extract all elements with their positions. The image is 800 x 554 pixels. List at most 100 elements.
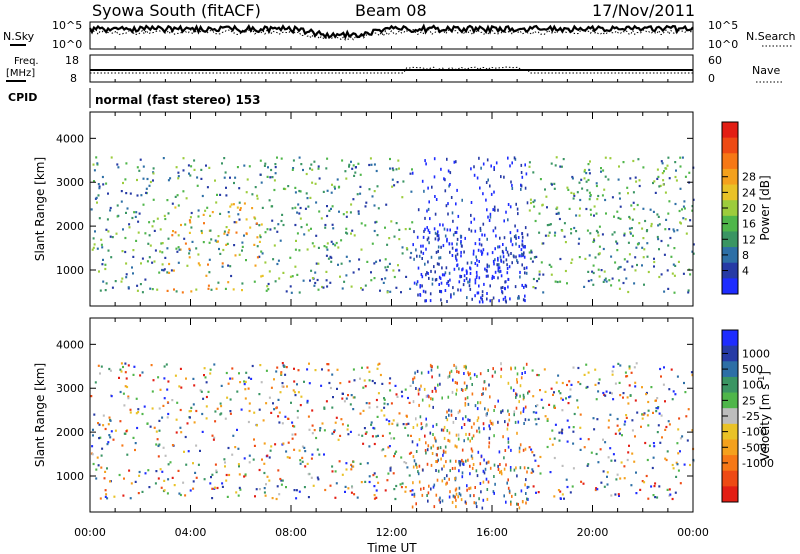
range-cell (587, 438, 590, 441)
range-cell (439, 289, 441, 293)
range-cell (221, 482, 224, 485)
range-cell (590, 279, 593, 282)
range-cell (430, 269, 432, 273)
range-cell (475, 270, 478, 274)
range-cell (484, 467, 487, 471)
range-cell (519, 384, 522, 388)
range-cell (448, 439, 451, 443)
range-cell (286, 385, 288, 388)
range-cell (549, 223, 552, 226)
velocity-label-main: Velocity [m s (758, 384, 772, 461)
range-cell (499, 463, 501, 466)
range-cell (355, 166, 357, 169)
range-cell (243, 383, 246, 386)
range-cell (456, 242, 458, 246)
range-cell (452, 233, 455, 237)
range-cell (290, 401, 292, 404)
range-cell (207, 287, 210, 290)
range-cell (184, 494, 187, 497)
range-cell (266, 175, 269, 178)
range-cell (476, 407, 479, 411)
range-cell (229, 412, 232, 415)
range-cell (639, 488, 642, 491)
range-cell (573, 194, 576, 197)
range-cell (147, 469, 150, 472)
range-cell (201, 430, 204, 433)
range-cell (433, 175, 436, 179)
range-cell (221, 262, 224, 265)
range-cell (434, 278, 437, 282)
range-cell (498, 245, 501, 249)
range-cell (180, 223, 182, 227)
range-cell (487, 369, 489, 372)
range-cell (341, 397, 344, 400)
range-cell (330, 256, 333, 259)
range-cell (554, 406, 556, 409)
range-cell (551, 429, 554, 432)
range-cell (451, 242, 453, 246)
range-cell (607, 456, 610, 459)
range-cell (96, 456, 99, 459)
range-cell (379, 259, 381, 262)
range-cell (532, 171, 535, 174)
range-cell (177, 204, 180, 207)
range-cell (486, 237, 488, 241)
range-cell (510, 500, 512, 504)
range-cell (128, 469, 131, 472)
range-cell (672, 228, 675, 231)
range-cell (446, 281, 448, 285)
range-cell (227, 382, 230, 385)
range-cell (433, 483, 436, 487)
range-cell (272, 258, 275, 261)
colorbar-tick-label: -1000 (742, 457, 774, 470)
range-cell (234, 446, 237, 449)
range-cell (661, 436, 663, 439)
range-cell (307, 229, 310, 232)
range-cell (592, 417, 595, 420)
range-cell (293, 425, 296, 428)
range-cell (499, 255, 502, 259)
range-cell (462, 460, 465, 464)
range-cell (128, 226, 131, 229)
range-cell (151, 407, 154, 410)
range-cell (619, 394, 622, 397)
range-cell (474, 294, 476, 298)
range-cell (387, 446, 390, 449)
range-cell (660, 375, 662, 378)
range-cell (311, 424, 314, 427)
range-cell (162, 157, 165, 160)
range-cell (446, 228, 449, 232)
range-cell (136, 289, 139, 292)
range-cell (454, 495, 456, 499)
range-cell (382, 448, 385, 451)
range-cell (530, 471, 533, 474)
range-cell (132, 255, 135, 258)
range-cell (641, 246, 644, 249)
range-cell (345, 274, 348, 277)
range-cell (622, 281, 625, 285)
range-cell (596, 488, 599, 491)
range-cell (455, 365, 457, 369)
range-cell (423, 189, 425, 193)
range-cell (443, 436, 446, 440)
range-cell (603, 279, 606, 282)
range-cell (468, 432, 471, 436)
range-cell (478, 238, 481, 242)
range-cell (611, 370, 614, 373)
range-cell (497, 266, 500, 270)
range-cell (247, 376, 250, 379)
range-cell (471, 297, 473, 301)
range-cell (555, 212, 558, 215)
range-cell (162, 446, 165, 449)
range-cell (259, 364, 262, 367)
range-cell (540, 398, 543, 401)
range-cell (485, 268, 488, 272)
range-cell (137, 492, 140, 495)
range-cell (131, 266, 133, 269)
range-cell (618, 494, 620, 497)
range-cell (404, 228, 407, 231)
range-cell (628, 215, 631, 219)
range-cell (261, 274, 264, 277)
range-cell (225, 473, 228, 477)
range-cell (137, 231, 140, 234)
